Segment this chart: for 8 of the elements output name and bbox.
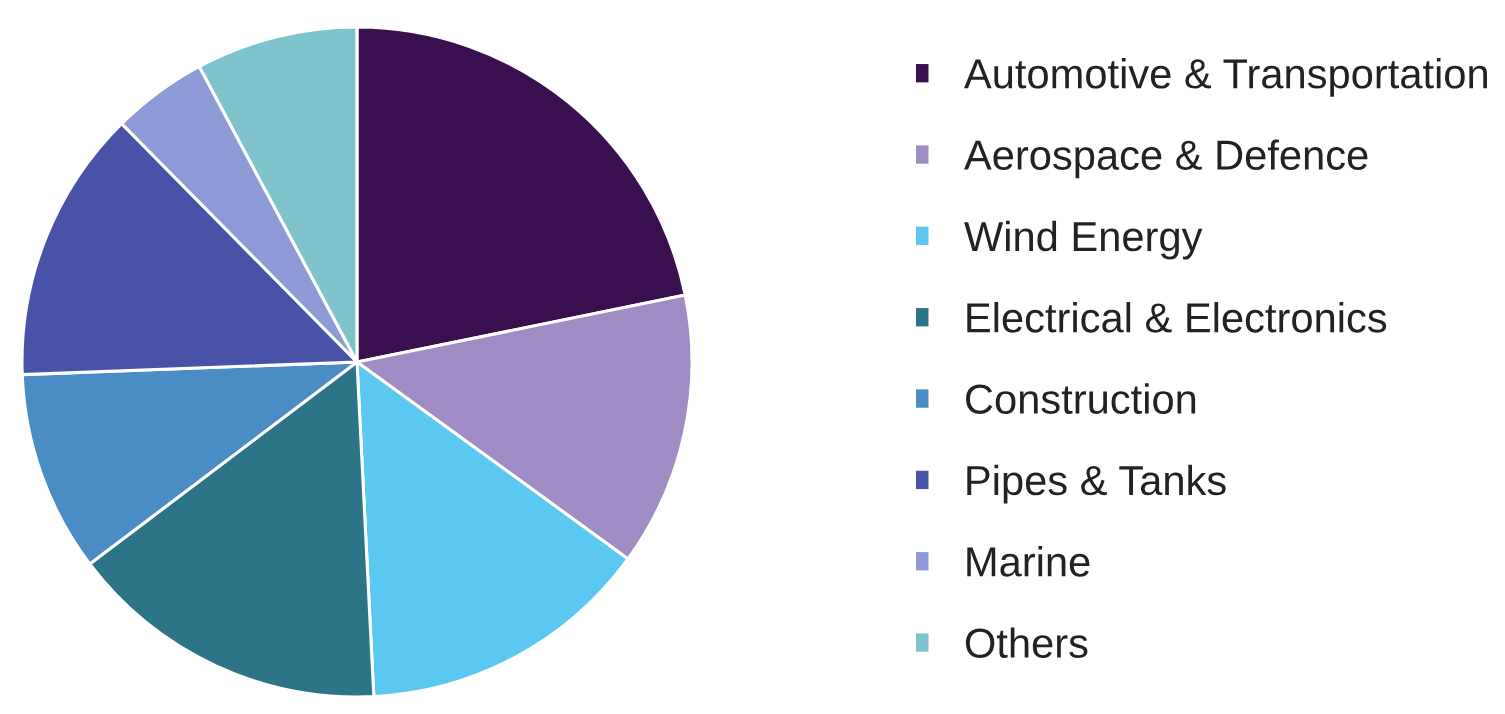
legend-label: Construction [966, 383, 1196, 414]
legend-label: Others [965, 627, 1088, 658]
legend-label: Electrical & Electronics [967, 302, 1387, 333]
legend-label: Aerospace & Defence [964, 139, 1368, 179]
legend-label: Marine [967, 546, 1090, 577]
legend-label: Wind Energy [964, 220, 1203, 260]
legend-label: Pipes & Tanks [967, 464, 1226, 504]
legend-label: Automotive & Transportation [964, 58, 1487, 97]
